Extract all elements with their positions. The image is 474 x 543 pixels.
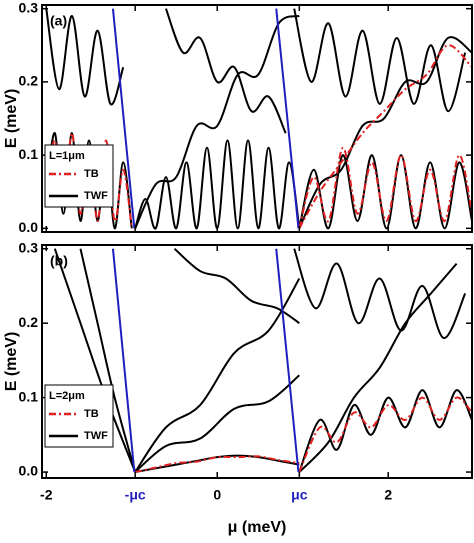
plot-lines bbox=[53, 247, 472, 474]
x-tick-label: 2 bbox=[384, 487, 392, 503]
y-tick-label: 0.2 bbox=[19, 314, 39, 330]
x-tick-label: -2 bbox=[40, 487, 53, 503]
plot-frame bbox=[41, 244, 473, 479]
plot-frame bbox=[41, 4, 473, 233]
y-axis-label: E (meV) bbox=[3, 89, 20, 149]
curve bbox=[134, 277, 301, 473]
curve bbox=[45, 8, 125, 106]
legend-label: TWF bbox=[84, 190, 108, 202]
curve bbox=[298, 154, 472, 230]
y-tick-label: 0.1 bbox=[19, 388, 39, 404]
curve bbox=[134, 374, 300, 473]
curve bbox=[293, 248, 467, 340]
legend-title: L=1μm bbox=[49, 150, 85, 162]
y-tick-label: 0.3 bbox=[19, 239, 39, 255]
curve bbox=[298, 146, 472, 229]
curve bbox=[298, 262, 458, 473]
curve bbox=[298, 396, 472, 473]
y-tick-label: 0.3 bbox=[19, 0, 39, 15]
curve bbox=[298, 44, 472, 229]
x-tick-label: -μc bbox=[125, 487, 146, 503]
curve bbox=[298, 36, 472, 229]
legend-label: TB bbox=[84, 168, 99, 180]
panel-label: (b) bbox=[50, 253, 68, 269]
curve bbox=[173, 247, 300, 324]
curve bbox=[79, 248, 137, 473]
legend-title: L=2μm bbox=[49, 390, 85, 402]
y-tick-label: 0.0 bbox=[19, 219, 39, 235]
curve bbox=[298, 389, 472, 473]
y-tick-label: 0.0 bbox=[19, 463, 39, 479]
curve bbox=[165, 8, 287, 134]
curve bbox=[293, 8, 467, 113]
curve bbox=[275, 8, 300, 229]
y-axis-label: E (meV) bbox=[3, 332, 20, 392]
y-tick-label: 0.1 bbox=[19, 146, 39, 162]
curve bbox=[275, 248, 300, 473]
curve bbox=[135, 454, 300, 474]
curve bbox=[134, 139, 301, 230]
x-axis-label: μ (meV) bbox=[228, 519, 287, 536]
y-tick-label: 0.2 bbox=[19, 73, 39, 89]
curve bbox=[134, 15, 300, 229]
legend-label: TWF bbox=[84, 430, 108, 442]
curve bbox=[111, 8, 136, 229]
panel-label: (a) bbox=[50, 13, 67, 29]
curve bbox=[134, 455, 300, 474]
curve bbox=[53, 248, 137, 473]
legend-label: TB bbox=[84, 408, 99, 420]
x-tick-label: μc bbox=[291, 487, 308, 503]
curve bbox=[111, 248, 136, 473]
x-tick-label: 0 bbox=[213, 487, 221, 503]
plot-lines bbox=[45, 8, 472, 230]
